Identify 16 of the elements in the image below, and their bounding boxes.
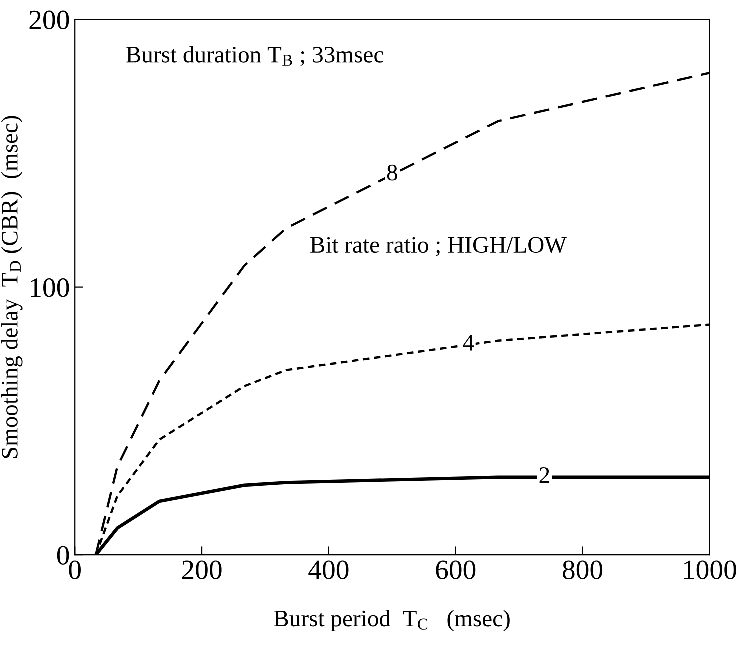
x-tick-label: 800 [563, 560, 603, 580]
x-tick-label: 200 [182, 560, 222, 580]
series-label: 2 [540, 467, 550, 484]
x-tick-label: 600 [436, 560, 476, 580]
annotation: Bit rate ratio ; HIGH/LOW [310, 237, 567, 256]
text: Burst period T$_{C}$ (msec) [274, 610, 510, 632]
series-label: 8 [387, 164, 398, 181]
y-tick-label: 200 [30, 10, 70, 30]
y-tick-label: 100 [31, 278, 70, 298]
series-label: 4 [463, 335, 474, 351]
x-tick-label: 0 [69, 560, 81, 580]
x-tick-label: 1000 [684, 560, 736, 580]
x-tick-label: 400 [308, 560, 349, 580]
annotation: Burst duration T$_{B}$ ; 33msec [126, 46, 384, 66]
y-axis-title: Smoothing delay T$_{D}$ (CBR) (msec) [1, 116, 23, 458]
y-tick-label: 0 [57, 546, 70, 565]
